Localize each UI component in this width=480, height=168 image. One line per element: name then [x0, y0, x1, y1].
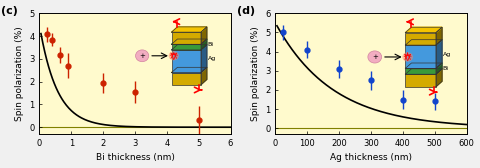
Text: (d): (d): [237, 6, 255, 16]
X-axis label: Bi thickness (nm): Bi thickness (nm): [96, 153, 174, 162]
Text: (c): (c): [1, 6, 18, 16]
Y-axis label: Spin polarization (%): Spin polarization (%): [251, 26, 260, 121]
X-axis label: Ag thickness (nm): Ag thickness (nm): [330, 153, 412, 162]
Y-axis label: Spin polarization (%): Spin polarization (%): [14, 26, 24, 121]
